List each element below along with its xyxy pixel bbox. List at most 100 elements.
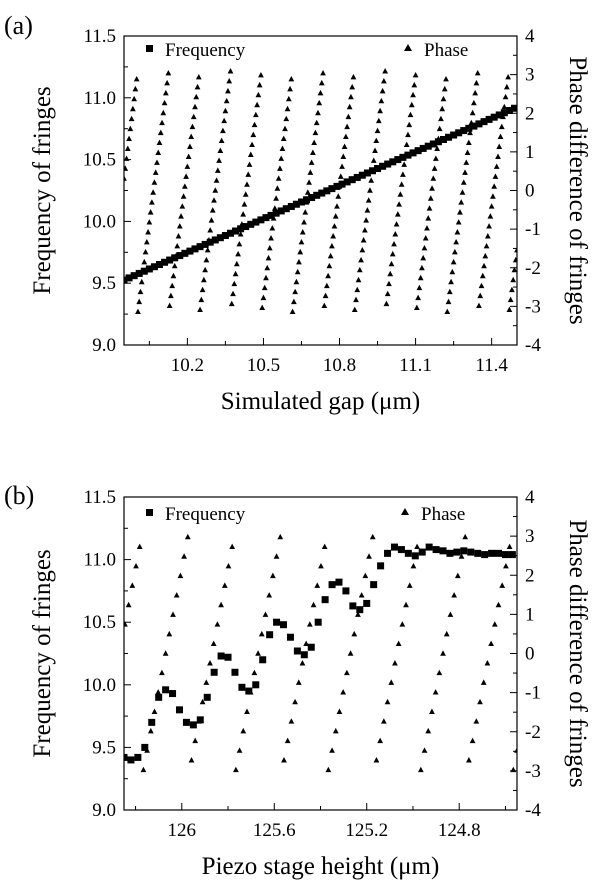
frequency-point [217, 652, 225, 660]
phase-point [162, 650, 169, 656]
phase-point [322, 292, 329, 299]
phase-point [388, 260, 395, 267]
phase-point [193, 93, 200, 100]
frequency-point [335, 578, 343, 586]
phase-point [245, 171, 252, 177]
phase-point [299, 229, 306, 235]
frequency-point [242, 223, 250, 231]
phase-point [126, 135, 132, 142]
phase-point [250, 131, 257, 138]
frequency-point [286, 633, 294, 641]
frequency-point [150, 263, 158, 271]
phase-point [410, 562, 417, 569]
phase-point [315, 109, 321, 116]
phase-point [467, 129, 473, 136]
phase-point [330, 233, 337, 239]
frequency-point [470, 122, 478, 130]
phase-point [124, 165, 129, 171]
legend-frequency-label: Frequency [165, 504, 246, 525]
frequency-point [127, 756, 135, 764]
frequency-point [161, 258, 169, 266]
phase-point [202, 266, 209, 273]
phase-point [325, 766, 332, 773]
phase-point [497, 133, 504, 140]
phase-point [221, 117, 228, 124]
phase-point [384, 698, 391, 705]
y2-tick-label: 3 [525, 526, 535, 547]
y2-tick-label: 1 [525, 142, 535, 163]
phase-point [329, 242, 335, 249]
phase-point [339, 163, 345, 169]
phase-point [218, 601, 224, 608]
phase-point [177, 572, 184, 579]
phase-point [282, 125, 288, 132]
phase-point [510, 766, 517, 773]
phase-point [460, 179, 467, 185]
phase-point [145, 229, 151, 235]
phase-point [143, 238, 150, 245]
frequency-point [349, 602, 357, 610]
phase-point [366, 553, 372, 559]
phase-point [214, 621, 221, 627]
y2-tick-label: -4 [525, 800, 541, 821]
frequency-point [439, 547, 447, 555]
panel-a: (a) 9.0 9.5 10.0 10.5 11.0 11.5 -4 -3 -2 -1 0 1 2 3 4 1… [4, 11, 591, 415]
phase-point [232, 270, 239, 277]
phase-point [432, 155, 439, 161]
phase-point [261, 284, 268, 291]
phase-point [244, 708, 250, 714]
frequency-point [370, 581, 378, 589]
phase-point [471, 99, 477, 106]
data-marks [124, 68, 517, 315]
phase-point [212, 187, 219, 193]
frequency-point [404, 151, 412, 159]
phase-point [362, 572, 369, 579]
frequency-point [148, 718, 156, 726]
frequency-point [166, 256, 174, 264]
phase-point [185, 153, 192, 159]
frequency-point [231, 668, 239, 676]
frequency-point [455, 129, 463, 137]
phase-point [308, 159, 315, 165]
phase-point [367, 187, 373, 193]
y2-tick-label: -3 [525, 761, 541, 782]
phase-point [462, 169, 468, 175]
y-tick-label: 10.0 [83, 675, 116, 696]
phase-point [478, 282, 485, 289]
phase-point [495, 601, 502, 608]
legend-phase-marker [404, 44, 412, 51]
phase-point [483, 242, 490, 249]
phase-point [425, 727, 432, 734]
phase-point [397, 191, 404, 197]
phase-point [487, 213, 494, 219]
frequency-point [191, 245, 199, 253]
phase-point [365, 197, 372, 203]
phase-point [197, 306, 203, 313]
frequency-point [510, 104, 517, 112]
frequency-point [429, 140, 437, 148]
frequency-point [224, 653, 232, 661]
phase-point [373, 757, 380, 763]
phase-point [274, 185, 281, 191]
plot-frame [123, 496, 518, 811]
frequency-point [245, 687, 253, 695]
frequency-point [414, 147, 422, 155]
phase-point [199, 286, 206, 293]
phase-point [326, 262, 333, 269]
phase-point [414, 543, 421, 550]
phase-point [124, 621, 128, 627]
phase-point [194, 83, 201, 90]
phase-point [151, 179, 158, 185]
frequency-point [262, 214, 270, 222]
phase-point [435, 135, 442, 142]
phase-point [403, 141, 410, 148]
phase-point [373, 137, 380, 144]
phase-point [127, 125, 134, 132]
phase-point [473, 79, 480, 86]
phase-point [284, 737, 291, 744]
phase-point [226, 77, 233, 84]
phase-point [472, 89, 479, 96]
frequency-point [450, 131, 458, 139]
phase-point [199, 698, 206, 705]
y-tick-label: 9.5 [92, 273, 116, 294]
